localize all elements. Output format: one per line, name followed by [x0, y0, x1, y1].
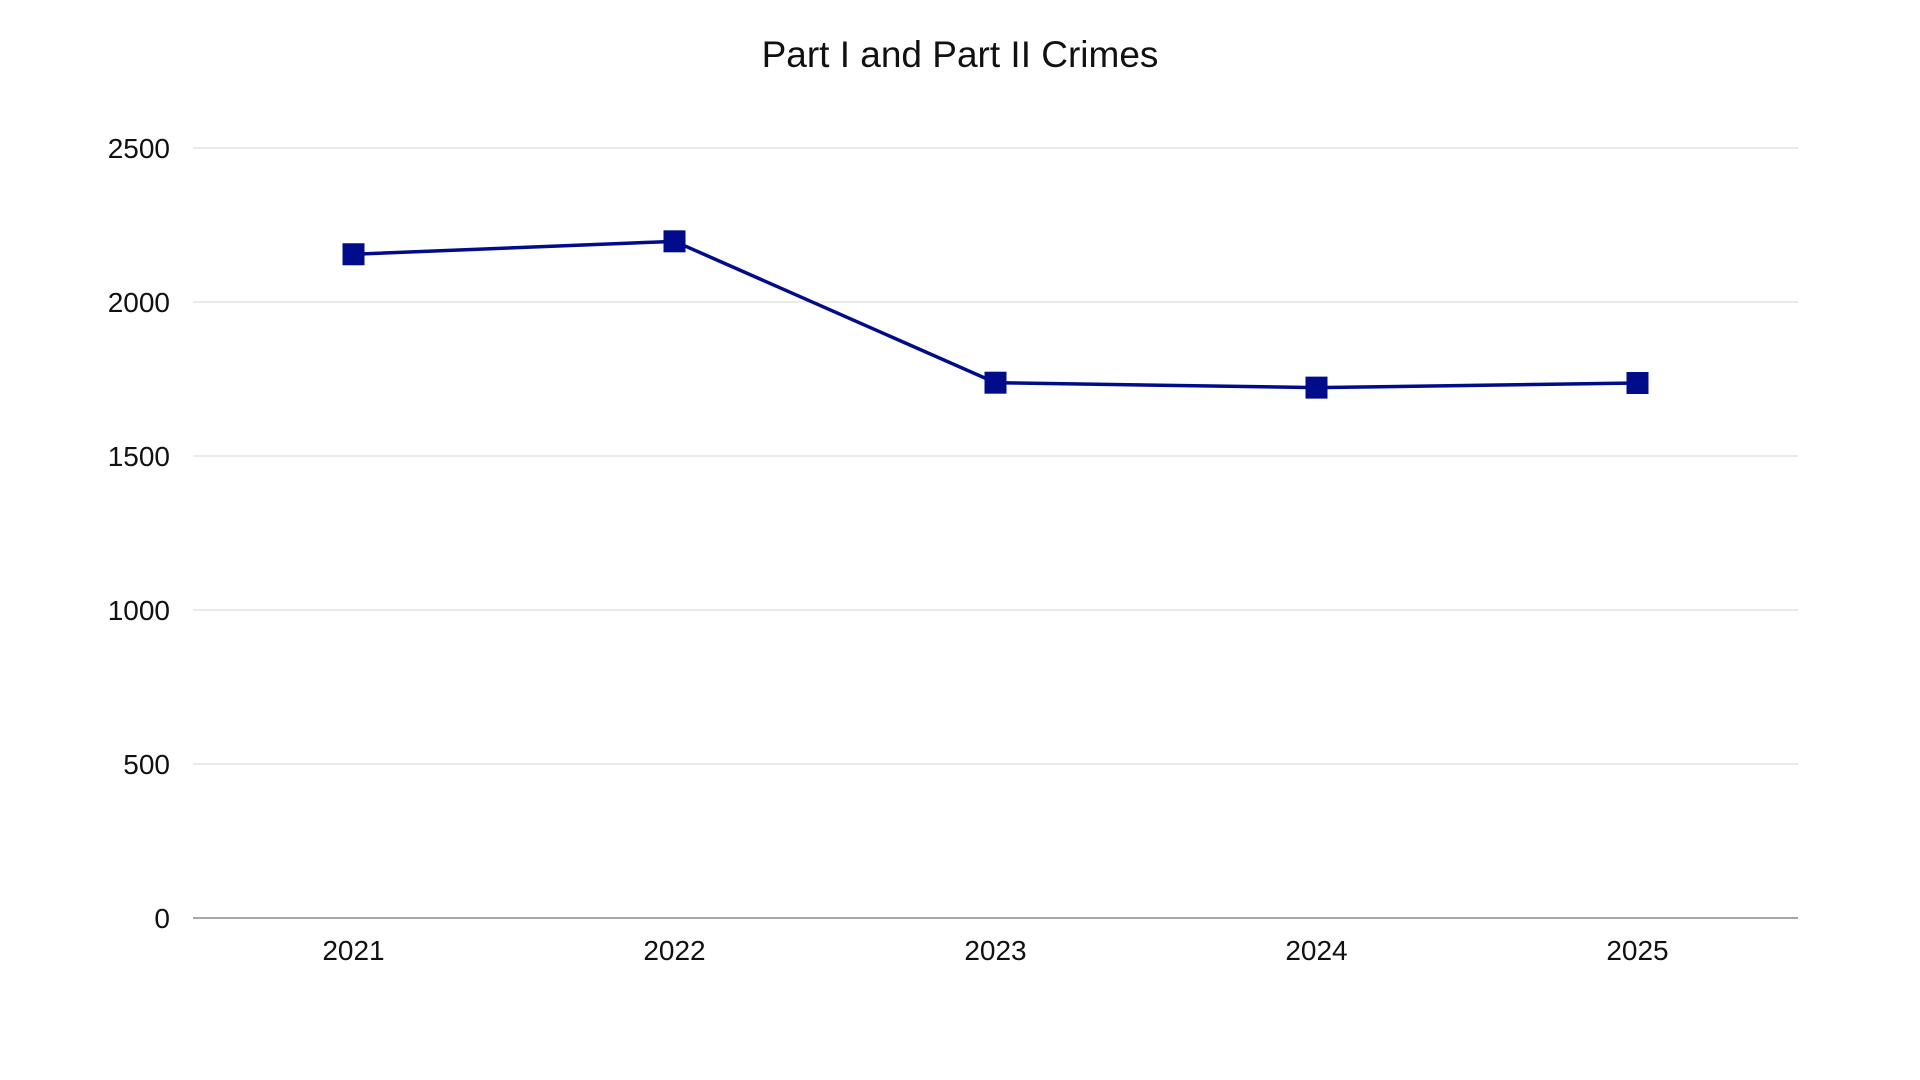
y-tick-label: 500 — [123, 749, 170, 780]
x-tick-label: 2025 — [1606, 935, 1668, 966]
gridlines — [193, 147, 1798, 765]
chart-title: Part I and Part II Crimes — [761, 34, 1159, 75]
x-tick-label: 2024 — [1285, 935, 1347, 966]
y-tick-label: 1000 — [108, 595, 170, 626]
x-tick-label: 2021 — [322, 935, 384, 966]
data-point-marker — [1305, 376, 1328, 399]
y-tick-label: 1500 — [108, 441, 170, 472]
data-point-marker — [1626, 372, 1649, 395]
x-tick-label: 2022 — [643, 935, 705, 966]
y-tick-label: 2000 — [108, 287, 170, 318]
data-point-marker — [663, 230, 686, 253]
series-layer — [342, 230, 1649, 399]
data-point-marker — [342, 243, 365, 266]
tick-labels: 0 500 1000 1500 2000 2500 2021 2022 2023 2024 2025 — [108, 133, 1669, 966]
data-point-marker — [984, 371, 1007, 394]
series-line — [353, 239, 1638, 390]
y-tick-label: 0 — [154, 903, 170, 934]
y-tick-label: 2500 — [108, 133, 170, 164]
x-tick-label: 2023 — [964, 935, 1026, 966]
